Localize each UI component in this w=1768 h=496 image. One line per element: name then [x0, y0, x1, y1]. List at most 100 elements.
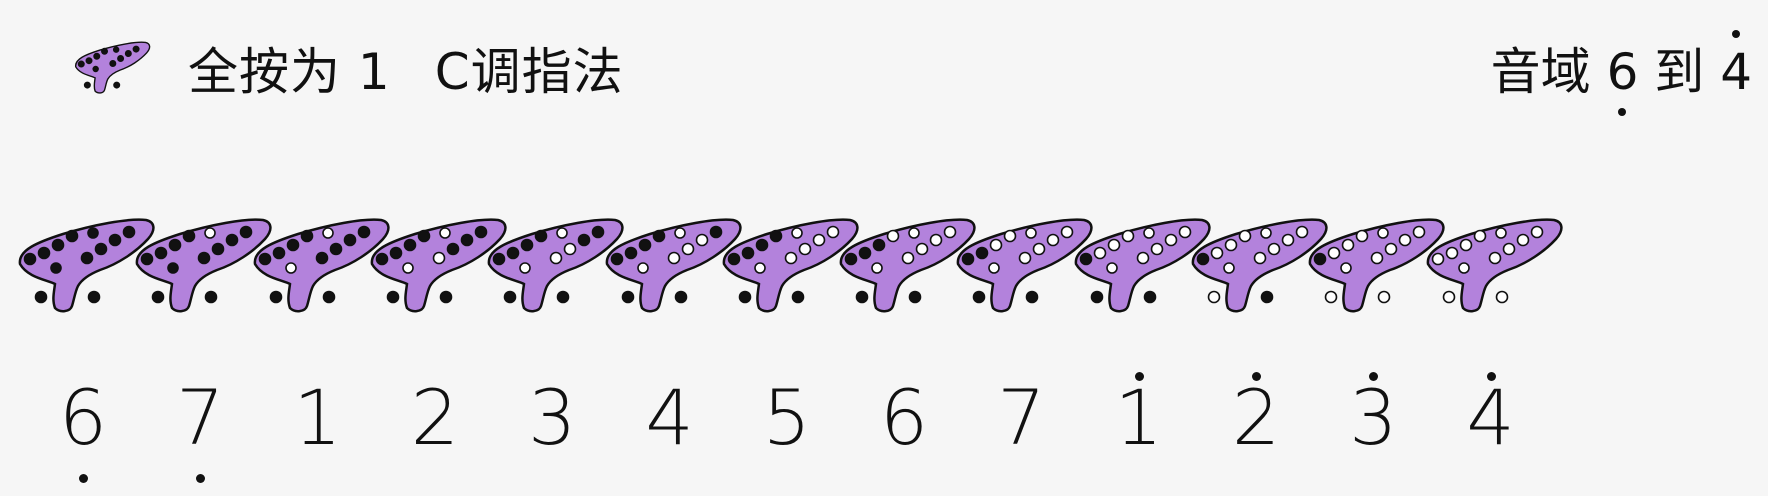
closed-hole [322, 290, 335, 304]
closed-hole [109, 59, 117, 67]
note-numeral: 3 [528, 373, 577, 462]
ocarina-fingering-7 [722, 218, 859, 313]
note-label-9: 7 [981, 375, 1061, 461]
closed-hole [1313, 252, 1327, 266]
closed-hole [239, 225, 253, 239]
closed-hole [80, 251, 94, 265]
open-hole [1150, 242, 1163, 256]
open-hole [1488, 251, 1501, 265]
closed-hole [168, 238, 182, 252]
closed-hole [113, 81, 121, 89]
open-hole [1267, 242, 1281, 256]
open-hole [1459, 238, 1472, 252]
closed-hole [300, 229, 313, 243]
open-hole [1281, 233, 1295, 247]
open-hole [1047, 233, 1060, 247]
closed-hole [1260, 290, 1274, 304]
open-hole [1398, 233, 1412, 247]
ocarina-fingering-8 [839, 218, 976, 313]
open-hole [1495, 290, 1508, 304]
ocarina-icon [75, 41, 151, 94]
closed-hole [577, 233, 591, 247]
closed-hole [87, 290, 101, 304]
note-numeral: 6 [59, 375, 107, 483]
note-numeral: 1 [293, 373, 342, 462]
open-hole [432, 251, 446, 265]
closed-hole [93, 52, 101, 60]
ocarina-fingering-12 [1309, 218, 1445, 313]
closed-hole [108, 233, 122, 247]
lower-octave-dot [78, 474, 88, 483]
closed-hole [621, 290, 634, 304]
open-hole [1341, 238, 1355, 252]
closed-hole [652, 229, 665, 243]
note-label-2: 7 [160, 375, 240, 483]
open-hole [784, 251, 798, 265]
open-hole [284, 262, 297, 274]
note-label-11: 2 [1216, 372, 1296, 461]
closed-hole [506, 246, 520, 260]
closed-hole [50, 262, 62, 274]
closed-hole [1079, 252, 1092, 266]
title-key: C调指法 [434, 43, 624, 101]
open-hole [1473, 229, 1486, 243]
header: 全按为 1 C调指法 音域 6 到 4 [0, 0, 1768, 150]
note-numeral: 5 [762, 373, 811, 462]
ocarina-fingering-4 [370, 218, 507, 313]
open-hole [549, 251, 563, 265]
open-hole [667, 251, 680, 265]
closed-hole [973, 290, 986, 304]
open-hole [1142, 227, 1155, 239]
open-hole [908, 227, 920, 239]
closed-hole [908, 290, 922, 304]
note-numeral: 4 [645, 373, 694, 462]
open-hole [1164, 233, 1177, 247]
page-title: 全按为 1 C调指法 [188, 36, 624, 108]
closed-hole [858, 246, 872, 260]
closed-hole [329, 242, 342, 256]
closed-hole [1090, 290, 1103, 304]
open-hole [1377, 290, 1391, 304]
range-label: 音域 [1490, 43, 1591, 101]
note-label-5: 3 [512, 375, 592, 461]
closed-hole [182, 229, 196, 243]
open-hole [1412, 225, 1426, 239]
open-hole [695, 233, 708, 247]
open-hole [1260, 227, 1272, 239]
closed-hole [343, 233, 356, 247]
closed-hole [167, 262, 180, 274]
open-hole [1238, 229, 1252, 243]
closed-hole [492, 252, 506, 266]
closed-hole [610, 252, 623, 266]
closed-hole [94, 242, 108, 256]
closed-hole [1026, 290, 1039, 304]
ocarina-fingering-11 [1191, 218, 1328, 313]
open-hole [1207, 290, 1221, 304]
open-hole [1324, 290, 1338, 304]
open-hole [1121, 229, 1134, 243]
open-hole [1224, 238, 1238, 252]
note-label-6: 4 [630, 375, 710, 461]
closed-hole [855, 290, 869, 304]
open-hole [1210, 246, 1224, 260]
upper-octave-dot [1251, 372, 1261, 381]
title-main: 全按为 1 [188, 43, 391, 101]
closed-hole [122, 225, 136, 239]
ocarina-fingering-5 [487, 218, 624, 313]
closed-hole [638, 238, 651, 252]
range-label-group: 音域 6 到 4 [1490, 30, 1752, 116]
closed-hole [85, 57, 93, 65]
open-hole [556, 227, 568, 239]
open-hole [798, 242, 812, 256]
closed-hole [439, 290, 453, 304]
upper-octave-dot [1486, 372, 1496, 381]
open-hole [1516, 233, 1529, 247]
closed-hole [389, 246, 403, 260]
note-numeral: 6 [879, 373, 929, 462]
open-hole [988, 262, 1001, 274]
note-label-10: 1 [1099, 372, 1179, 461]
open-hole [563, 242, 577, 256]
closed-hole [132, 45, 140, 53]
open-hole [402, 262, 414, 274]
